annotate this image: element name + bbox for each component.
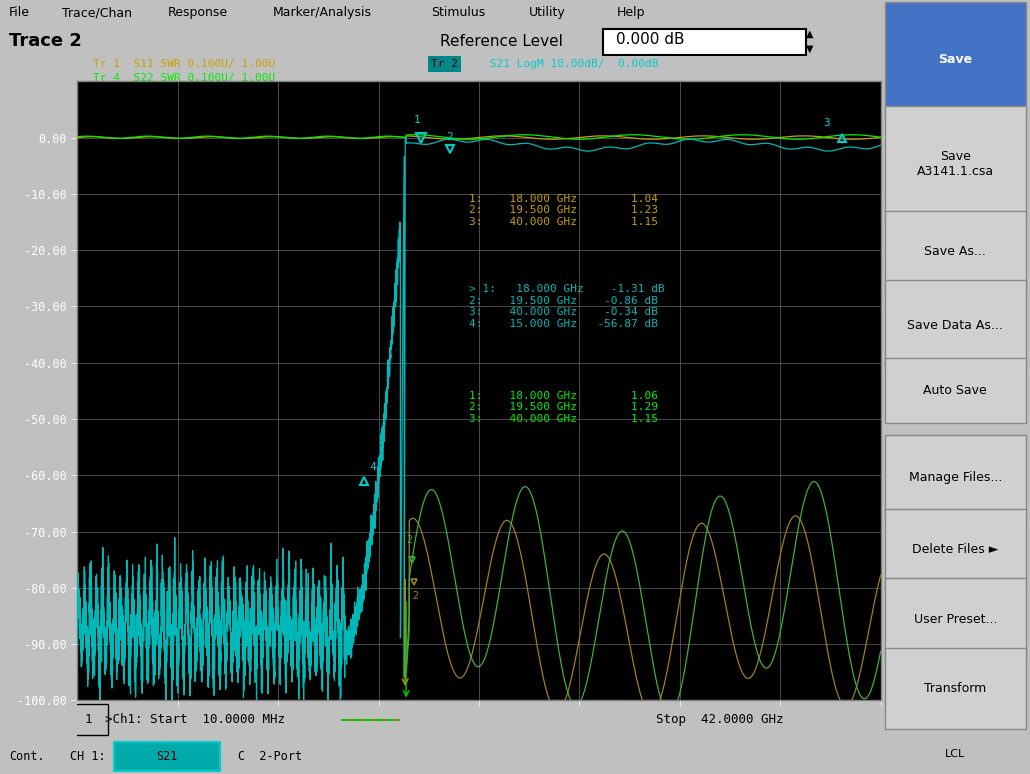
FancyBboxPatch shape [885, 280, 1026, 369]
FancyBboxPatch shape [885, 2, 1026, 118]
FancyBboxPatch shape [885, 211, 1026, 292]
Text: S21 LogM 10.00dB/  0.00dB: S21 LogM 10.00dB/ 0.00dB [483, 59, 658, 69]
Text: Tr 2: Tr 2 [431, 59, 457, 69]
Text: Tr 1  S11 SWR 0.100U/ 1.00U: Tr 1 S11 SWR 0.100U/ 1.00U [94, 59, 276, 69]
Text: Response: Response [167, 6, 228, 19]
Text: Cont.: Cont. [9, 750, 44, 762]
Text: Stop  42.0000 GHz: Stop 42.0000 GHz [656, 714, 783, 726]
Text: C  2-Port: C 2-Port [238, 750, 302, 762]
Text: 4: 4 [370, 461, 377, 471]
FancyBboxPatch shape [604, 29, 805, 54]
Text: LCL: LCL [946, 748, 965, 759]
Text: 1: 1 [414, 115, 420, 125]
Text: Auto Save: Auto Save [924, 385, 987, 397]
Text: 1:    18.000 GHz        1.04
2:    19.500 GHz        1.23
3:    40.000 GHz      : 1: 18.000 GHz 1.04 2: 19.500 GHz 1.23 3:… [470, 194, 658, 227]
Text: S21: S21 [157, 750, 178, 762]
FancyBboxPatch shape [885, 358, 1026, 423]
Text: Save
A3141.1.csa: Save A3141.1.csa [917, 150, 994, 179]
Text: Trace/Chan: Trace/Chan [62, 6, 132, 19]
Text: Save Data As...: Save Data As... [907, 319, 1003, 331]
FancyBboxPatch shape [69, 704, 108, 735]
Text: Save: Save [938, 53, 972, 67]
Text: 0.000 dB: 0.000 dB [616, 32, 685, 47]
Text: 2: 2 [406, 535, 412, 545]
FancyBboxPatch shape [885, 578, 1026, 659]
Text: Reference Level: Reference Level [441, 33, 563, 49]
FancyBboxPatch shape [885, 648, 1026, 729]
Text: >Ch1: Start  10.0000 MHz: >Ch1: Start 10.0000 MHz [105, 714, 285, 726]
Text: ▲: ▲ [805, 29, 814, 39]
Text: 3: 3 [823, 118, 830, 128]
Text: File: File [9, 6, 30, 19]
Text: CH 1:: CH 1: [70, 750, 106, 762]
Text: 2: 2 [412, 591, 418, 601]
Text: Utility: Utility [528, 6, 565, 19]
Text: 1:    18.000 GHz        1.06
2:    19.500 GHz        1.29
3:    40.000 GHz      : 1: 18.000 GHz 1.06 2: 19.500 GHz 1.29 3:… [470, 391, 658, 424]
Text: Help: Help [616, 6, 645, 19]
Text: Trace 2: Trace 2 [9, 32, 81, 50]
Text: User Preset...: User Preset... [914, 613, 997, 625]
Text: Delete Files ►: Delete Files ► [913, 543, 998, 556]
Text: Manage Files...: Manage Files... [908, 471, 1002, 485]
FancyBboxPatch shape [885, 435, 1026, 520]
Text: Save As...: Save As... [924, 245, 987, 258]
Text: ▼: ▼ [805, 43, 814, 53]
Text: Tr 4  S22 SWR 0.100U/ 1.00U: Tr 4 S22 SWR 0.100U/ 1.00U [94, 73, 276, 83]
Text: Transform: Transform [924, 683, 987, 695]
FancyBboxPatch shape [114, 741, 220, 771]
Text: Stimulus: Stimulus [432, 6, 486, 19]
Text: 1: 1 [84, 714, 93, 726]
Text: Marker/Analysis: Marker/Analysis [273, 6, 372, 19]
Text: > 1:   18.000 GHz    -1.31 dB
2:    19.500 GHz    -0.86 dB
3:    40.000 GHz    -: > 1: 18.000 GHz -1.31 dB 2: 19.500 GHz -… [470, 284, 665, 329]
FancyBboxPatch shape [885, 106, 1026, 222]
Text: 2: 2 [446, 132, 453, 142]
FancyBboxPatch shape [885, 509, 1026, 590]
